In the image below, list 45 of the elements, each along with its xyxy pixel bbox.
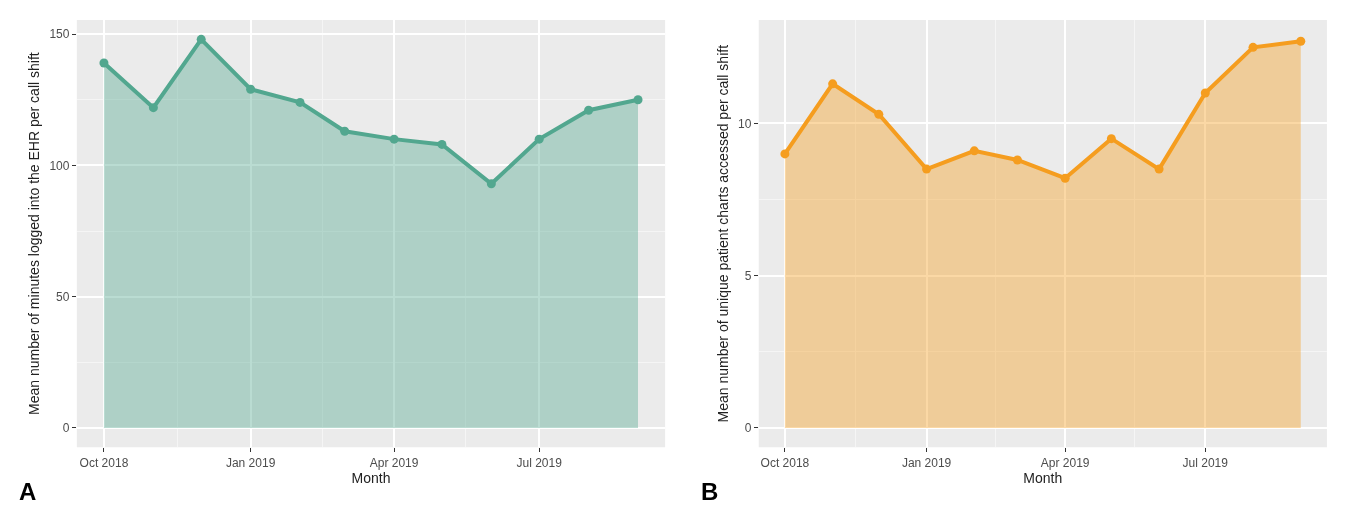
y-tick-label: 100 (49, 158, 70, 173)
point (584, 105, 594, 115)
text: A (19, 478, 37, 505)
point (148, 103, 158, 113)
point (1106, 134, 1116, 144)
x-tick-label: Jan 2019 (901, 455, 952, 470)
x-tick-label: Jan 2019 (225, 455, 276, 470)
point (340, 126, 350, 136)
point (828, 79, 838, 89)
point (1296, 36, 1306, 46)
point (486, 179, 496, 189)
point (1012, 155, 1022, 165)
y-tick-label: 0 (744, 421, 752, 436)
point (922, 164, 932, 174)
point (389, 134, 399, 144)
y-tick-label: 5 (744, 268, 752, 283)
x-tick-label: Oct 2018 (79, 455, 129, 470)
point (437, 139, 447, 149)
y-tick-label: 50 (56, 289, 70, 304)
text: B (701, 478, 719, 505)
x-tick-label: Jul 2019 (516, 455, 563, 470)
x-axis-title: Month (351, 470, 391, 487)
point (633, 95, 643, 105)
point (1060, 173, 1070, 183)
x-tick-label: Apr 2019 (369, 455, 419, 470)
y-tick-label: 10 (737, 116, 752, 131)
x-axis-title: Month (1023, 470, 1063, 487)
x-tick-label: Apr 2019 (1040, 455, 1090, 470)
point (196, 34, 206, 44)
x-tick-label: Jul 2019 (1182, 455, 1229, 470)
y-tick-label: 150 (49, 27, 70, 42)
point (295, 97, 305, 107)
point (534, 134, 544, 144)
point (780, 149, 790, 159)
point (99, 58, 109, 68)
x-tick-label: Oct 2018 (760, 455, 810, 470)
y-tick-label: 0 (62, 421, 70, 436)
point (1248, 42, 1258, 52)
point (1200, 88, 1210, 98)
y-axis-title: Mean number of unique patient charts accessed per call shift (714, 44, 731, 423)
point (874, 109, 884, 119)
point (1154, 164, 1164, 174)
point (246, 84, 256, 94)
y-axis-title: Mean number of minutes logged into the EHR per call shift (26, 52, 43, 415)
point (969, 146, 979, 156)
